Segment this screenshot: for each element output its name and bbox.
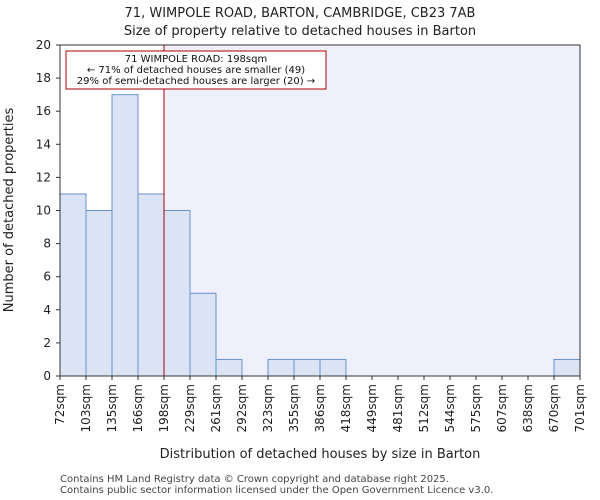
x-tick-label: 386sqm — [313, 384, 327, 432]
bar-386sqm — [319, 358, 347, 377]
bar-229sqm — [189, 292, 217, 377]
footer-line1: Contains HM Land Registry data © Crown c… — [60, 474, 449, 485]
x-tick-label: 72sqm — [53, 384, 67, 425]
annotation-line2: ← 71% of detached houses are smaller (49… — [87, 65, 305, 76]
x-tick-label: 418sqm — [339, 384, 353, 432]
bar-72sqm — [59, 193, 87, 377]
bar-198sqm — [163, 210, 191, 377]
bar-670sqm — [553, 358, 581, 377]
y-axis-title: Number of detached properties — [2, 108, 17, 313]
annotation-frame — [65, 50, 327, 90]
y-tick-label: 10 — [36, 204, 51, 218]
y-tick-label: 2 — [43, 336, 51, 350]
chart-title: 71, WIMPOLE ROAD, BARTON, CAMBRIDGE, CB2… — [125, 6, 476, 21]
x-axis-ticks: 72sqm 103sqm 135sqm 166sqm 198sqm 229sqm 261sq… — [53, 376, 587, 432]
y-tick-label: 0 — [43, 369, 51, 383]
bar-166sqm — [137, 193, 165, 377]
x-tick-label: 575sqm — [469, 384, 483, 432]
annotation-line3: 29% of semi-detached houses are larger (… — [77, 76, 315, 87]
x-tick-label: 292sqm — [235, 384, 249, 432]
x-tick-label: 481sqm — [391, 384, 405, 432]
highlight-region — [164, 45, 580, 376]
y-tick-label: 6 — [43, 270, 51, 284]
y-tick-label: 8 — [43, 237, 51, 251]
bar-355sqm — [293, 358, 321, 377]
x-tick-label: 355sqm — [287, 384, 301, 432]
x-tick-label: 544sqm — [443, 384, 457, 432]
x-tick-label: 449sqm — [365, 384, 379, 432]
y-tick-label: 4 — [43, 303, 51, 317]
y-tick-label: 14 — [36, 137, 51, 151]
y-tick-label: 20 — [36, 38, 51, 52]
annotation-line1: 71 WIMPOLE ROAD: 198sqm — [125, 54, 267, 65]
bar-103sqm — [85, 210, 113, 377]
y-tick-label: 18 — [36, 71, 51, 85]
x-tick-label: 670sqm — [547, 384, 561, 432]
x-tick-label: 166sqm — [131, 384, 145, 432]
x-tick-label: 103sqm — [79, 384, 93, 432]
annotation-box: 71 WIMPOLE ROAD: 198sqm ← 71% of detache… — [65, 50, 327, 90]
x-tick-label: 512sqm — [417, 384, 431, 432]
x-tick-label: 638sqm — [521, 384, 535, 432]
x-tick-label: 135sqm — [105, 384, 119, 432]
x-tick-label: 261sqm — [209, 384, 223, 432]
x-tick-label: 701sqm — [573, 384, 587, 432]
x-tick-label: 198sqm — [157, 384, 171, 432]
bars-group — [59, 94, 581, 377]
footer-line2: Contains public sector information licen… — [60, 485, 494, 496]
chart-subtitle: Size of property relative to detached ho… — [124, 24, 476, 39]
y-tick-label: 12 — [36, 170, 51, 184]
bar-323sqm — [267, 358, 295, 377]
x-tick-label: 607sqm — [495, 384, 509, 432]
y-tick-label: 16 — [36, 104, 51, 118]
x-tick-label: 323sqm — [261, 384, 275, 432]
x-tick-label: 229sqm — [183, 384, 197, 432]
y-axis-ticks: 0 2 4 6 8 10 12 14 16 18 20 — [36, 38, 60, 383]
x-axis-title: Distribution of detached houses by size … — [160, 447, 481, 462]
bar-261sqm — [215, 358, 243, 377]
bar-135sqm — [111, 94, 139, 377]
